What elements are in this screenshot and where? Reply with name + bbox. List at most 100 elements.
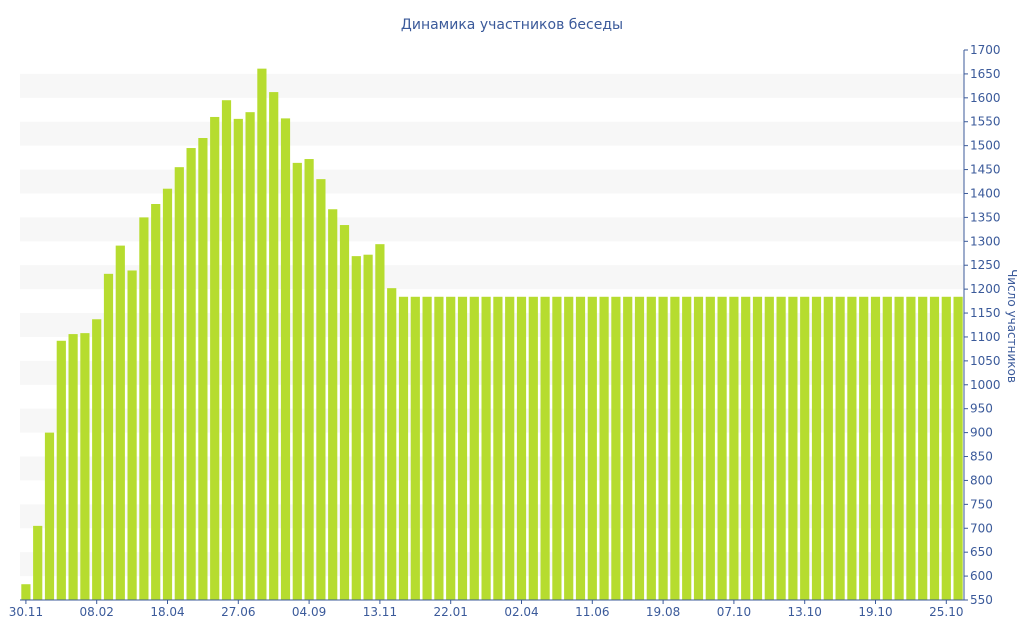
bar (611, 296, 621, 600)
bar (646, 296, 656, 600)
bar (44, 432, 55, 600)
bar (446, 296, 456, 600)
y-tick-label: 1050 (970, 354, 1001, 368)
y-tick-label: 950 (970, 402, 993, 416)
bar (351, 256, 361, 600)
y-tick-label: 1650 (970, 67, 1001, 81)
bar (528, 296, 538, 600)
y-tick-label: 1350 (970, 210, 1001, 224)
x-tick-label: 27.06 (221, 605, 255, 619)
bar (398, 296, 409, 600)
bar (552, 296, 562, 600)
y-tick-label: 1600 (970, 91, 1001, 105)
bar (68, 334, 78, 600)
bar (882, 296, 892, 600)
bar (186, 148, 196, 601)
x-tick-label: 18.04 (150, 605, 184, 619)
y-tick-label: 1300 (970, 234, 1001, 248)
bar (918, 296, 928, 600)
bar (764, 296, 774, 600)
bar (481, 296, 491, 600)
bar (788, 296, 798, 600)
bar (457, 296, 468, 600)
bar (847, 296, 857, 600)
bar (540, 296, 550, 600)
x-tick-label: 02.04 (504, 605, 538, 619)
grid-band (20, 265, 964, 290)
y-tick-label: 800 (970, 473, 993, 487)
x-tick-label: 13.11 (363, 605, 397, 619)
bar (941, 296, 951, 600)
bar (587, 296, 597, 600)
y-tick-label: 1550 (970, 115, 1001, 129)
y-tick-label: 650 (970, 545, 993, 559)
x-tick-label: 11.06 (575, 605, 609, 619)
grid-band (20, 504, 964, 529)
bar (162, 188, 173, 600)
bar (929, 296, 940, 600)
x-tick-label: 04.09 (292, 605, 326, 619)
y-tick-label: 900 (970, 426, 993, 440)
bar (493, 296, 503, 600)
y-tick-label: 750 (970, 497, 993, 511)
bar-series (21, 68, 963, 601)
bar (859, 296, 869, 600)
bar (56, 340, 66, 600)
bar (800, 296, 810, 600)
bar (599, 296, 609, 600)
bar (375, 244, 385, 601)
bar (339, 225, 350, 601)
bar (363, 254, 373, 600)
bar (752, 296, 763, 600)
bar (870, 296, 881, 600)
y-tick-label: 1150 (970, 306, 1001, 320)
y-tick-label: 1450 (970, 163, 1001, 177)
bar (717, 296, 727, 600)
y-tick-label: 1700 (970, 43, 1001, 57)
x-tick-label: 25.10 (929, 605, 963, 619)
x-tick-label: 22.01 (434, 605, 468, 619)
x-tick-label: 07.10 (717, 605, 751, 619)
bar (174, 167, 184, 601)
bar (776, 296, 786, 600)
bar (245, 112, 255, 601)
bar (670, 296, 680, 600)
bar (233, 118, 243, 601)
y-tick-label: 1000 (970, 378, 1001, 392)
grid-band (20, 73, 964, 98)
x-tick-label: 08.02 (80, 605, 114, 619)
bar (823, 296, 833, 600)
bar (280, 118, 291, 600)
bar (151, 204, 161, 600)
x-axis: 30.11 08.02 18.04 27.06 04.09 13.11 22.01 02.04… (9, 600, 963, 619)
bar (139, 217, 149, 600)
y-tick-label: 1250 (970, 258, 1001, 272)
grid-band (20, 169, 964, 194)
bar (623, 296, 633, 600)
bar (422, 296, 432, 600)
bar (33, 525, 43, 600)
bar (469, 296, 479, 600)
x-tick-label: 19.10 (858, 605, 892, 619)
bar (221, 100, 232, 600)
y-tick-label: 600 (970, 569, 993, 583)
bar (328, 209, 338, 600)
bar (564, 296, 574, 600)
y-tick-label: 1400 (970, 186, 1001, 200)
grid-band (20, 313, 964, 337)
grid-band (20, 217, 964, 242)
bar (127, 270, 137, 600)
bar (434, 296, 444, 600)
y-axis: 550 600 650 700 750 800 850 900 950 1000 1050 1100 1… (964, 43, 1001, 607)
y-tick-label: 1500 (970, 139, 1001, 153)
bar (316, 179, 326, 600)
bar (693, 296, 704, 600)
bar (953, 296, 963, 600)
bar (115, 245, 125, 601)
bar (210, 116, 220, 601)
bar (658, 296, 668, 600)
x-tick-label: 19.08 (646, 605, 680, 619)
bar (103, 273, 114, 600)
grid-band (20, 408, 964, 433)
